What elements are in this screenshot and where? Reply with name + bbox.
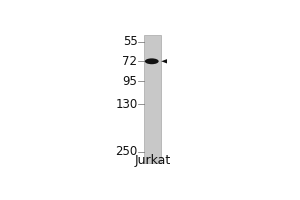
Text: 55: 55 — [123, 35, 137, 48]
Ellipse shape — [145, 58, 159, 64]
Text: 95: 95 — [123, 75, 137, 88]
Polygon shape — [161, 59, 167, 63]
Bar — [145, 35, 161, 163]
Text: 250: 250 — [115, 145, 137, 158]
Text: 72: 72 — [122, 55, 137, 68]
Text: Jurkat: Jurkat — [134, 154, 171, 167]
Text: 130: 130 — [115, 98, 137, 111]
